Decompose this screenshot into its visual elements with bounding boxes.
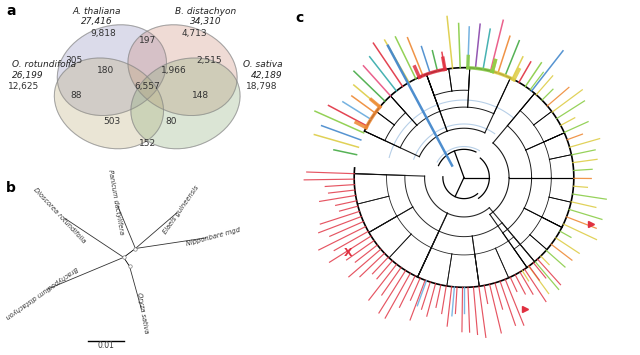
Text: 18,798: 18,798: [246, 82, 278, 91]
Text: 0.01: 0.01: [97, 341, 115, 350]
Text: b: b: [6, 181, 16, 195]
Text: Oryza sativa: Oryza sativa: [136, 292, 149, 334]
Text: a: a: [6, 4, 15, 18]
Text: 9,818: 9,818: [90, 29, 116, 38]
Text: 1,966: 1,966: [161, 66, 187, 75]
Ellipse shape: [131, 58, 240, 149]
Text: O. rotundifolia
26,199: O. rotundifolia 26,199: [12, 60, 76, 80]
Text: 88: 88: [71, 92, 83, 100]
Text: 80: 80: [165, 118, 177, 126]
Text: X: X: [344, 248, 353, 258]
Text: Dioscorea rotundifolia: Dioscorea rotundifolia: [33, 186, 87, 244]
Text: 6,557: 6,557: [134, 82, 160, 91]
Text: O. sativa
42,189: O. sativa 42,189: [243, 60, 283, 80]
Text: 2,515: 2,515: [196, 56, 222, 65]
Text: Nipponbare mgd: Nipponbare mgd: [186, 226, 241, 247]
Ellipse shape: [128, 25, 237, 115]
Text: B. distachyon
34,310: B. distachyon 34,310: [175, 7, 237, 26]
Text: 503: 503: [103, 118, 120, 126]
Text: 12,625: 12,625: [8, 82, 39, 91]
Text: Elaeis guineensis: Elaeis guineensis: [162, 184, 200, 235]
Text: 197: 197: [139, 36, 156, 45]
Text: 305: 305: [65, 56, 82, 65]
Text: 152: 152: [139, 140, 156, 148]
Text: Panicum dactylifera: Panicum dactylifera: [108, 169, 125, 235]
Text: Brachypodium distachyon: Brachypodium distachyon: [4, 264, 78, 319]
Text: 180: 180: [97, 66, 115, 75]
Text: A. thaliana
27,416: A. thaliana 27,416: [73, 7, 122, 26]
Ellipse shape: [57, 25, 166, 115]
Ellipse shape: [54, 58, 164, 149]
Text: 4,713: 4,713: [182, 29, 207, 38]
Text: 148: 148: [191, 92, 209, 100]
Text: c: c: [295, 11, 303, 25]
